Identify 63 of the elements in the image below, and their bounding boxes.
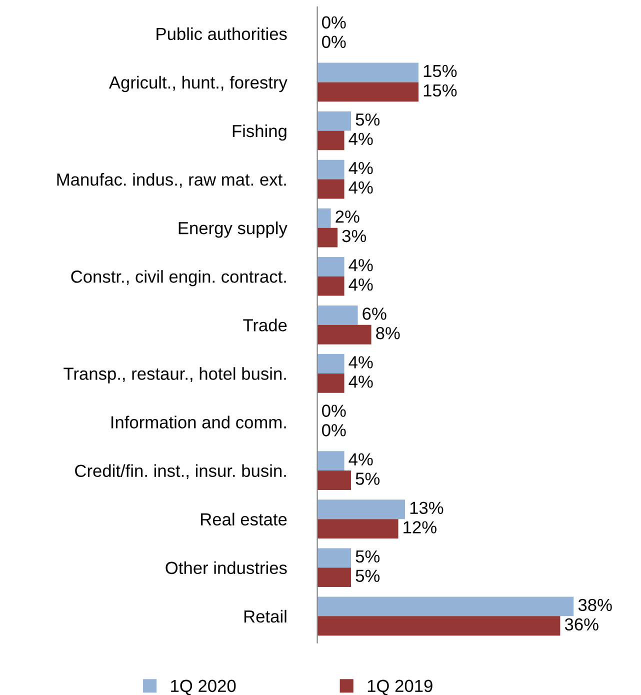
y-tick-label: Real estate bbox=[201, 512, 287, 526]
bar bbox=[317, 548, 352, 568]
bar bbox=[317, 354, 344, 374]
bar bbox=[317, 500, 406, 520]
y-tick-label: Information and comm. bbox=[112, 416, 286, 428]
y-tick-label: Manufac. indus., raw mat. ext. bbox=[57, 172, 286, 188]
data-label: 0% bbox=[322, 16, 346, 29]
y-tick-label: Other industries bbox=[166, 561, 287, 574]
data-label: 4% bbox=[348, 259, 373, 272]
data-label: 13% bbox=[410, 502, 444, 514]
y-tick-label: Credit/fin. inst., insur. busin. bbox=[75, 464, 286, 480]
y-tick-label: Energy supply bbox=[178, 222, 288, 238]
bar bbox=[317, 305, 358, 325]
data-label: 4% bbox=[348, 181, 373, 194]
data-label: 8% bbox=[376, 326, 400, 340]
bar bbox=[317, 160, 344, 180]
y-tick-label: Public authorities bbox=[156, 27, 287, 40]
data-label: 4% bbox=[348, 376, 373, 388]
y-tick-label: Transp., restaur., hotel busin. bbox=[64, 367, 286, 384]
bar bbox=[317, 324, 372, 344]
data-label: 2% bbox=[336, 210, 360, 223]
data-label: 4% bbox=[348, 278, 373, 291]
legend-label: 1Q 2020 bbox=[171, 680, 236, 695]
bar bbox=[317, 228, 338, 248]
data-label: 5% bbox=[356, 113, 380, 126]
data-label: 0% bbox=[322, 404, 346, 417]
data-label: 15% bbox=[424, 84, 457, 97]
bar bbox=[317, 256, 344, 276]
y-tick-label: Constr., civil engin. contract. bbox=[71, 270, 286, 286]
bar bbox=[317, 208, 331, 228]
data-label: 36% bbox=[564, 618, 598, 631]
bar bbox=[317, 373, 344, 393]
data-label: 4% bbox=[348, 453, 373, 466]
bar bbox=[317, 130, 344, 150]
data-label: 4% bbox=[348, 132, 373, 146]
data-label: 6% bbox=[362, 308, 386, 320]
bar bbox=[317, 276, 344, 296]
bar bbox=[317, 111, 352, 131]
data-label: 5% bbox=[356, 570, 380, 582]
y-tick-label: Trade bbox=[243, 318, 287, 332]
data-label: 12% bbox=[404, 521, 436, 534]
bar bbox=[317, 596, 574, 616]
data-label: 4% bbox=[348, 356, 373, 368]
y-tick-label: Agricult., hunt., forestry bbox=[108, 76, 288, 92]
y-tick-label: Retail bbox=[244, 610, 286, 623]
bar bbox=[317, 82, 419, 102]
bar bbox=[317, 470, 352, 490]
data-label: 4% bbox=[348, 162, 373, 174]
data-label: 0% bbox=[322, 424, 346, 436]
bar bbox=[317, 179, 344, 199]
data-label: 5% bbox=[356, 472, 380, 485]
y-tick-label: Fishing bbox=[232, 124, 286, 141]
bar bbox=[317, 616, 560, 636]
data-label: 38% bbox=[578, 598, 612, 612]
bar bbox=[317, 568, 352, 588]
legend-label: 1Q 2019 bbox=[368, 680, 432, 695]
data-label: 5% bbox=[356, 550, 380, 563]
data-label: 15% bbox=[424, 64, 457, 78]
bar bbox=[317, 451, 344, 471]
data-label: 3% bbox=[342, 230, 366, 242]
bar bbox=[317, 519, 398, 539]
data-label: 0% bbox=[322, 36, 346, 48]
bar bbox=[317, 62, 419, 82]
